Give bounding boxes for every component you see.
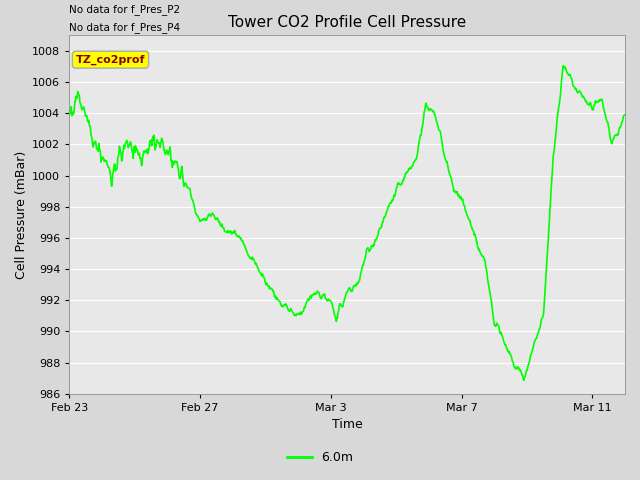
Y-axis label: Cell Pressure (mBar): Cell Pressure (mBar) bbox=[15, 150, 28, 279]
X-axis label: Time: Time bbox=[332, 419, 362, 432]
Title: Tower CO2 Profile Cell Pressure: Tower CO2 Profile Cell Pressure bbox=[228, 15, 467, 30]
Text: TZ_co2prof: TZ_co2prof bbox=[76, 55, 145, 65]
Text: No data for f_Pres_P2: No data for f_Pres_P2 bbox=[69, 4, 180, 15]
Text: No data for f_Pres_P4: No data for f_Pres_P4 bbox=[69, 22, 180, 33]
Legend: 6.0m: 6.0m bbox=[282, 446, 358, 469]
